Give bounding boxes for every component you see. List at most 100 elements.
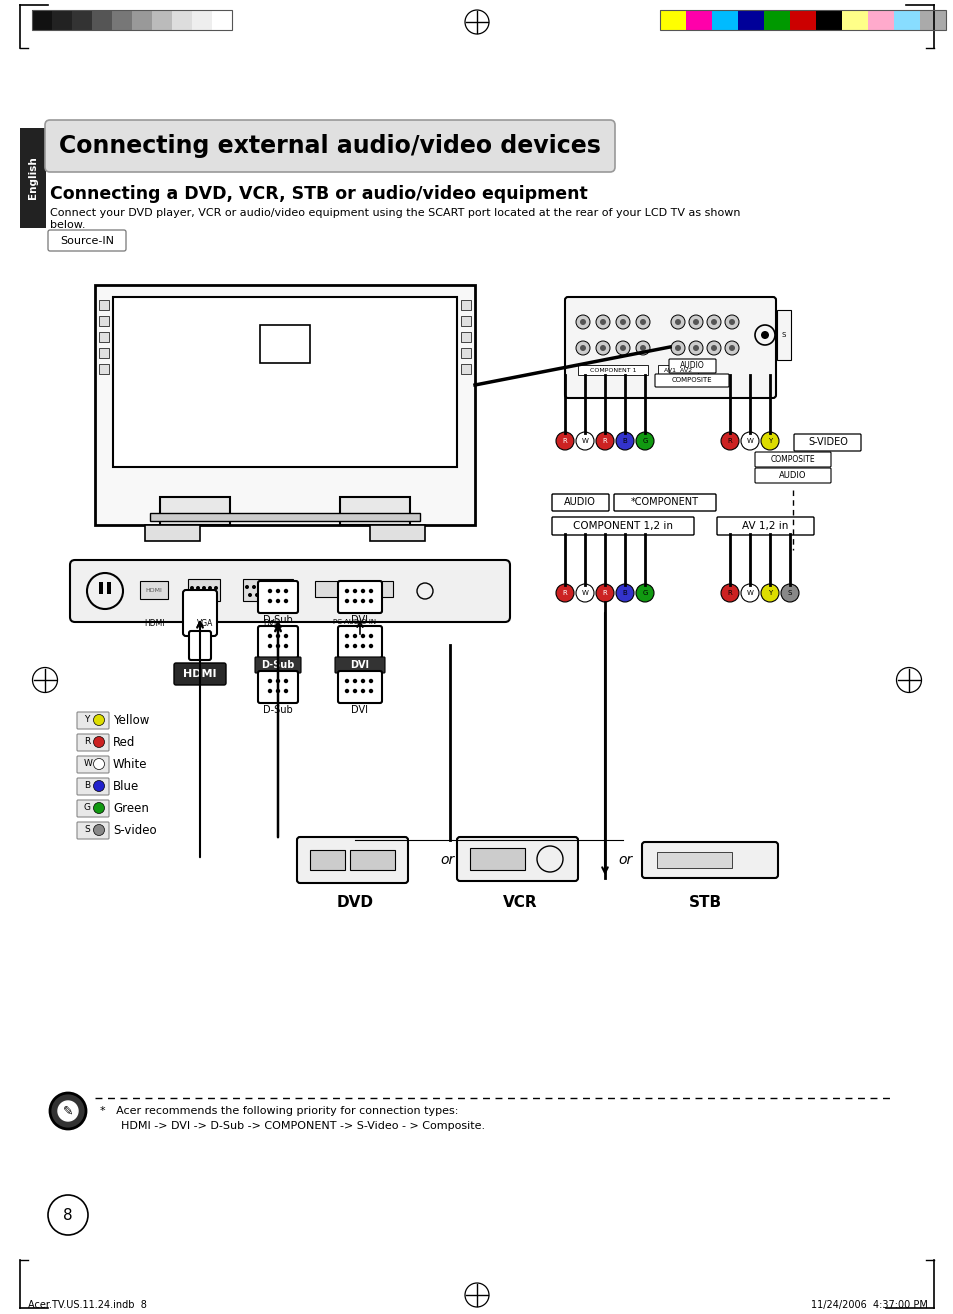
Circle shape	[710, 346, 717, 351]
Bar	[32, 11, 232, 30]
Text: STB: STB	[688, 895, 720, 911]
Bar	[339, 497, 410, 526]
Text: W: W	[581, 438, 588, 444]
Text: D-Sub: D-Sub	[263, 615, 293, 625]
Bar	[71, 11, 91, 30]
Circle shape	[556, 432, 574, 449]
Text: G: G	[641, 438, 647, 444]
Circle shape	[353, 633, 356, 639]
Bar	[893, 11, 919, 30]
Text: 11/24/2006  4:37:00 PM: 11/24/2006 4:37:00 PM	[810, 1300, 927, 1310]
Circle shape	[596, 342, 609, 355]
Circle shape	[275, 689, 280, 694]
Text: HDMI: HDMI	[146, 587, 162, 593]
Circle shape	[93, 824, 105, 836]
Text: or: or	[439, 853, 454, 867]
FancyBboxPatch shape	[754, 468, 830, 484]
Circle shape	[275, 593, 280, 597]
Circle shape	[269, 593, 273, 597]
Bar	[460, 300, 471, 310]
Bar	[738, 11, 763, 30]
Circle shape	[93, 758, 105, 770]
FancyBboxPatch shape	[45, 120, 615, 172]
Bar	[685, 11, 711, 30]
Text: W: W	[746, 438, 753, 444]
Circle shape	[202, 586, 206, 590]
Circle shape	[360, 589, 365, 593]
Circle shape	[692, 346, 699, 351]
Circle shape	[262, 593, 266, 597]
Bar	[152, 11, 172, 30]
Circle shape	[245, 585, 249, 589]
Circle shape	[280, 585, 284, 589]
Text: COMPONENT 1: COMPONENT 1	[589, 368, 636, 372]
FancyBboxPatch shape	[189, 631, 211, 660]
Circle shape	[728, 319, 734, 325]
FancyBboxPatch shape	[552, 494, 608, 511]
FancyBboxPatch shape	[337, 625, 381, 658]
Text: AV 1,2 in: AV 1,2 in	[741, 520, 787, 531]
Text: DVI: DVI	[350, 660, 369, 670]
Bar	[763, 11, 789, 30]
Circle shape	[275, 679, 280, 683]
Bar	[578, 365, 647, 374]
Circle shape	[670, 315, 684, 328]
Text: Red: Red	[112, 736, 135, 749]
Bar	[314, 581, 393, 597]
Text: R: R	[727, 590, 732, 597]
Bar	[460, 315, 471, 326]
Circle shape	[670, 342, 684, 355]
FancyBboxPatch shape	[552, 516, 693, 535]
Text: AV1  AV2: AV1 AV2	[663, 368, 691, 372]
Text: S: S	[84, 825, 90, 834]
Text: Connect your DVD player, VCR or audio/video equipment using the SCART port locat: Connect your DVD player, VCR or audio/vi…	[50, 208, 740, 218]
FancyBboxPatch shape	[77, 823, 109, 840]
Bar	[460, 364, 471, 374]
Text: HDMI: HDMI	[145, 619, 165, 628]
Circle shape	[616, 583, 634, 602]
Circle shape	[283, 689, 288, 694]
Circle shape	[353, 589, 356, 593]
Circle shape	[353, 689, 356, 694]
Circle shape	[596, 432, 614, 449]
Bar	[150, 512, 419, 520]
Bar	[470, 848, 524, 870]
Circle shape	[58, 1101, 78, 1121]
Bar	[841, 11, 867, 30]
Circle shape	[596, 315, 609, 328]
Text: AUDIO: AUDIO	[679, 361, 703, 371]
Text: Yellow: Yellow	[112, 714, 150, 727]
FancyBboxPatch shape	[335, 657, 385, 673]
Bar	[145, 526, 200, 541]
Circle shape	[724, 342, 739, 355]
Bar	[460, 332, 471, 342]
Text: Y: Y	[84, 716, 90, 724]
Text: DVI: DVI	[351, 706, 368, 715]
Text: R: R	[84, 737, 91, 746]
FancyBboxPatch shape	[173, 664, 226, 685]
Bar	[776, 310, 790, 360]
Circle shape	[369, 689, 373, 694]
FancyBboxPatch shape	[183, 590, 216, 636]
Bar	[52, 11, 71, 30]
Circle shape	[344, 599, 349, 603]
Text: COMPOSITE: COMPOSITE	[770, 455, 815, 464]
Bar	[132, 11, 152, 30]
Circle shape	[740, 432, 759, 449]
Text: B: B	[622, 590, 627, 597]
Text: D-Sub: D-Sub	[261, 660, 294, 670]
Bar	[658, 365, 698, 374]
Text: HDMI -> DVI -> D-Sub -> COMPONENT -> S-Video - > Composite.: HDMI -> DVI -> D-Sub -> COMPONENT -> S-V…	[100, 1121, 485, 1131]
FancyBboxPatch shape	[456, 837, 578, 880]
Circle shape	[344, 633, 349, 639]
Circle shape	[93, 737, 105, 748]
Text: B: B	[84, 782, 90, 791]
Text: R: R	[562, 438, 567, 444]
Text: Green: Green	[112, 802, 149, 815]
Circle shape	[720, 432, 739, 449]
Text: White: White	[112, 757, 148, 770]
Circle shape	[268, 599, 272, 603]
FancyBboxPatch shape	[257, 625, 297, 658]
Circle shape	[675, 319, 680, 325]
Text: R: R	[562, 590, 567, 597]
